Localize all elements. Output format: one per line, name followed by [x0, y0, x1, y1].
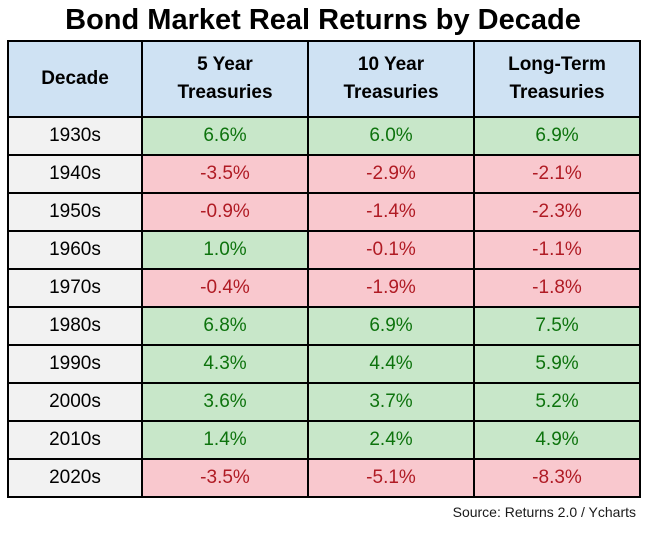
table-row: 2000s 3.6% 3.7% 5.2% [7, 382, 641, 422]
returns-table: Decade 5 Year Treasuries 10 Year Treasur… [7, 40, 641, 498]
value-cell: -1.1% [473, 230, 641, 270]
value-cell: 6.0% [307, 116, 475, 156]
value-cell: -0.9% [141, 192, 309, 232]
value-cell: -8.3% [473, 458, 641, 498]
value-cell: -3.5% [141, 458, 309, 498]
table-row: 1970s -0.4% -1.9% -1.8% [7, 268, 641, 308]
decade-cell: 1990s [7, 344, 143, 384]
value-cell: 4.3% [141, 344, 309, 384]
table-row: 1980s 6.8% 6.9% 7.5% [7, 306, 641, 346]
value-cell: 3.7% [307, 382, 475, 422]
table-row: 1940s -3.5% -2.9% -2.1% [7, 154, 641, 194]
column-header-decade: Decade [7, 40, 143, 118]
page-title: Bond Market Real Returns by Decade [65, 4, 581, 36]
value-cell: 5.9% [473, 344, 641, 384]
decade-cell: 2010s [7, 420, 143, 460]
value-cell: 1.0% [141, 230, 309, 270]
value-cell: -0.1% [307, 230, 475, 270]
value-cell: 6.6% [141, 116, 309, 156]
header-row: Decade 5 Year Treasuries 10 Year Treasur… [7, 40, 641, 118]
value-cell: -1.8% [473, 268, 641, 308]
table-row: 1960s 1.0% -0.1% -1.1% [7, 230, 641, 270]
table-row: 1930s 6.6% 6.0% 6.9% [7, 116, 641, 156]
source-credit: Source: Returns 2.0 / Ycharts [452, 504, 636, 520]
decade-cell: 2000s [7, 382, 143, 422]
table-row: 1950s -0.9% -1.4% -2.3% [7, 192, 641, 232]
value-cell: -1.4% [307, 192, 475, 232]
decade-cell: 1940s [7, 154, 143, 194]
value-cell: 6.9% [307, 306, 475, 346]
value-cell: 4.4% [307, 344, 475, 384]
decade-cell: 1970s [7, 268, 143, 308]
value-cell: 1.4% [141, 420, 309, 460]
table-row: 1990s 4.3% 4.4% 5.9% [7, 344, 641, 384]
value-cell: -3.5% [141, 154, 309, 194]
decade-cell: 1930s [7, 116, 143, 156]
value-cell: -2.3% [473, 192, 641, 232]
value-cell: -2.9% [307, 154, 475, 194]
value-cell: 4.9% [473, 420, 641, 460]
column-header-5yr: 5 Year Treasuries [141, 40, 309, 118]
table-row: 2020s -3.5% -5.1% -8.3% [7, 458, 641, 498]
value-cell: 3.6% [141, 382, 309, 422]
value-cell: -1.9% [307, 268, 475, 308]
value-cell: 7.5% [473, 306, 641, 346]
column-header-longterm: Long-Term Treasuries [473, 40, 641, 118]
column-header-10yr: 10 Year Treasuries [307, 40, 475, 118]
decade-cell: 1980s [7, 306, 143, 346]
value-cell: -2.1% [473, 154, 641, 194]
value-cell: -5.1% [307, 458, 475, 498]
value-cell: 6.8% [141, 306, 309, 346]
value-cell: 2.4% [307, 420, 475, 460]
value-cell: 6.9% [473, 116, 641, 156]
decade-cell: 2020s [7, 458, 143, 498]
value-cell: -0.4% [141, 268, 309, 308]
table-row: 2010s 1.4% 2.4% 4.9% [7, 420, 641, 460]
value-cell: 5.2% [473, 382, 641, 422]
decade-cell: 1960s [7, 230, 143, 270]
decade-cell: 1950s [7, 192, 143, 232]
